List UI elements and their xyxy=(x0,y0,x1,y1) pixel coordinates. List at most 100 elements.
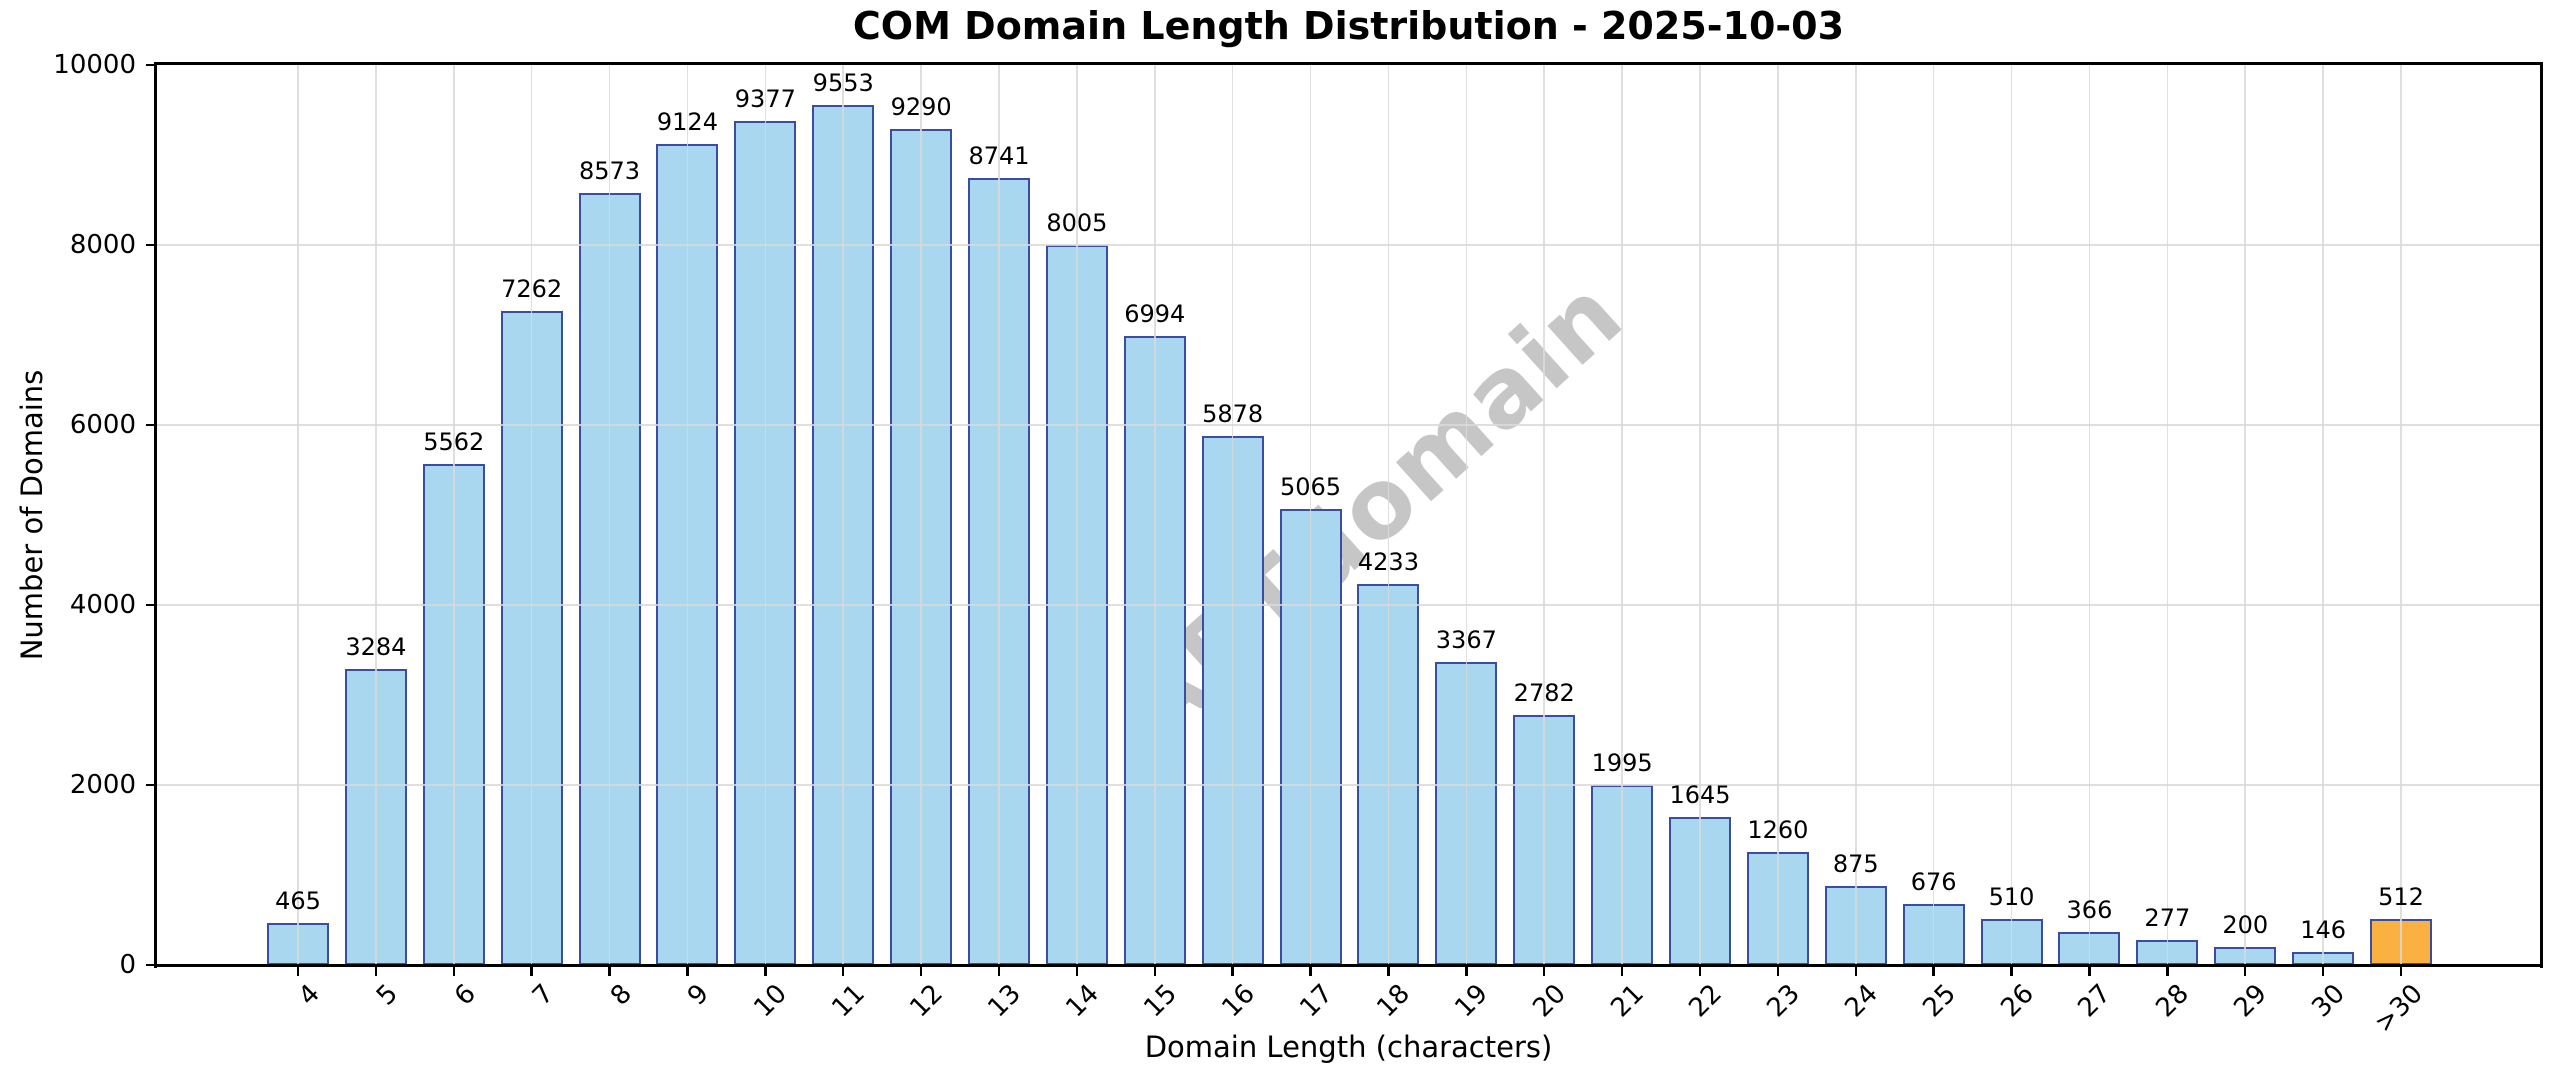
gridline-vertical xyxy=(2166,65,2169,965)
spine-bottom xyxy=(154,964,2543,967)
y-axis-label: Number of Domains xyxy=(15,369,49,661)
gridline-vertical xyxy=(2010,65,2013,965)
y-tick-label: 0 xyxy=(119,950,136,980)
bar-value-label: 8741 xyxy=(968,142,1030,171)
bar-value-label: 465 xyxy=(275,887,321,916)
x-tick-mark xyxy=(374,965,378,976)
gridline-vertical xyxy=(1231,65,1234,965)
y-tick-mark xyxy=(146,423,157,427)
x-tick-mark xyxy=(608,965,611,976)
y-tick-label: 2000 xyxy=(69,770,136,800)
plot-area: 0 2000 4000 6000 8000 10000 465 4 3284 5 5562 6 7262… xyxy=(53,50,2543,1039)
bar-value-label: 5065 xyxy=(1280,473,1342,502)
gridline-vertical xyxy=(1855,65,1857,965)
x-tick-mark xyxy=(2243,965,2247,976)
x-tick-mark xyxy=(530,965,533,976)
x-tick-mark xyxy=(1309,965,1312,976)
x-tick-mark xyxy=(764,965,767,976)
y-tick-label: 4000 xyxy=(69,590,136,620)
x-tick-mark xyxy=(1620,965,1624,976)
gridline-vertical xyxy=(1543,65,1545,965)
bar-value-label: 277 xyxy=(2144,904,2191,933)
gridline-vertical xyxy=(1387,65,1390,965)
gridline-vertical xyxy=(1621,65,1623,965)
bar-value-label: 9553 xyxy=(812,69,874,98)
bar-value-label: 3284 xyxy=(345,633,407,662)
gridline-vertical xyxy=(920,65,922,965)
gridline-vertical xyxy=(1309,65,1312,965)
bar-value-label: 146 xyxy=(2300,915,2347,944)
gridline-horizontal xyxy=(157,784,2540,786)
y-tick-mark xyxy=(146,243,157,247)
bar-value-label: 6994 xyxy=(1124,299,1186,328)
gridline-vertical xyxy=(2322,65,2324,965)
bar-value-label: 8573 xyxy=(579,157,641,186)
bar-value-label: 8005 xyxy=(1046,208,1108,237)
x-tick-mark xyxy=(1776,965,1780,976)
y-tick-mark xyxy=(146,963,157,967)
gridline-vertical xyxy=(1076,65,1078,965)
y-tick-label: 10000 xyxy=(53,50,136,80)
bar-value-label: 9290 xyxy=(890,92,952,121)
bar-value-label: 5562 xyxy=(423,428,485,457)
gridline-vertical xyxy=(2088,65,2091,965)
spine-top xyxy=(154,62,2543,65)
x-tick-mark xyxy=(1075,965,1079,976)
bar-value-label: 9124 xyxy=(656,107,718,136)
gridline-vertical xyxy=(608,65,611,965)
x-tick-mark xyxy=(919,965,923,976)
x-tick-mark xyxy=(997,965,1001,976)
x-tick-mark xyxy=(1932,965,1935,976)
spine-left xyxy=(154,62,157,968)
gridline-vertical xyxy=(1154,65,1156,965)
bar-value-label: 2782 xyxy=(1513,678,1575,707)
bar-value-label: 512 xyxy=(2378,882,2424,911)
x-tick-mark xyxy=(1153,965,1157,976)
bar-value-label: 3367 xyxy=(1435,625,1497,654)
x-tick-mark xyxy=(2321,965,2325,976)
gridline-vertical xyxy=(1465,65,1468,965)
spine-right xyxy=(2540,62,2543,968)
x-tick-mark xyxy=(686,965,689,976)
x-tick-mark xyxy=(2010,965,2013,976)
bar-value-label: 4233 xyxy=(1357,548,1419,577)
x-tick-mark xyxy=(1387,965,1390,976)
gridline-vertical xyxy=(2400,65,2402,965)
y-tick-label: 8000 xyxy=(69,230,136,260)
gridline-vertical xyxy=(1699,65,1701,965)
bar-value-label: 5878 xyxy=(1202,399,1264,428)
gridline-horizontal xyxy=(157,604,2540,606)
x-tick-mark xyxy=(1698,965,1702,976)
x-tick-mark xyxy=(841,965,845,976)
bar-value-label: 676 xyxy=(1910,868,1957,897)
bar-value-label: 9377 xyxy=(734,85,796,114)
bar-value-label: 1260 xyxy=(1747,815,1809,844)
bar-value-label: 366 xyxy=(2066,896,2113,925)
x-tick-mark xyxy=(1854,965,1858,976)
x-tick-mark xyxy=(452,965,456,976)
x-tick-mark xyxy=(296,965,300,976)
x-tick-mark xyxy=(1465,965,1468,976)
gridline-horizontal xyxy=(157,244,2540,246)
x-tick-mark xyxy=(1231,965,1234,976)
gridline-vertical xyxy=(998,65,1000,965)
gridline-vertical xyxy=(375,65,377,965)
bar-value-label: 7262 xyxy=(501,275,563,304)
gridline-vertical xyxy=(1932,65,1935,965)
gridline-vertical xyxy=(686,65,689,965)
bar-value-label: 1645 xyxy=(1669,780,1731,809)
x-axis-label: Domain Length (characters) xyxy=(1144,1030,1553,1064)
gridline-vertical xyxy=(2244,65,2246,965)
bar-value-label: 510 xyxy=(1988,883,2035,912)
gridline-vertical xyxy=(1777,65,1779,965)
bar-value-label: 1995 xyxy=(1591,749,1653,778)
gridline-horizontal xyxy=(157,424,2540,426)
gridline-vertical xyxy=(297,65,299,965)
y-tick-label: 6000 xyxy=(69,410,136,440)
gridline-vertical xyxy=(530,65,533,965)
y-tick-mark xyxy=(146,603,157,607)
x-tick-mark xyxy=(2088,965,2091,976)
gridline-vertical xyxy=(842,65,844,965)
gridline-vertical xyxy=(453,65,455,965)
